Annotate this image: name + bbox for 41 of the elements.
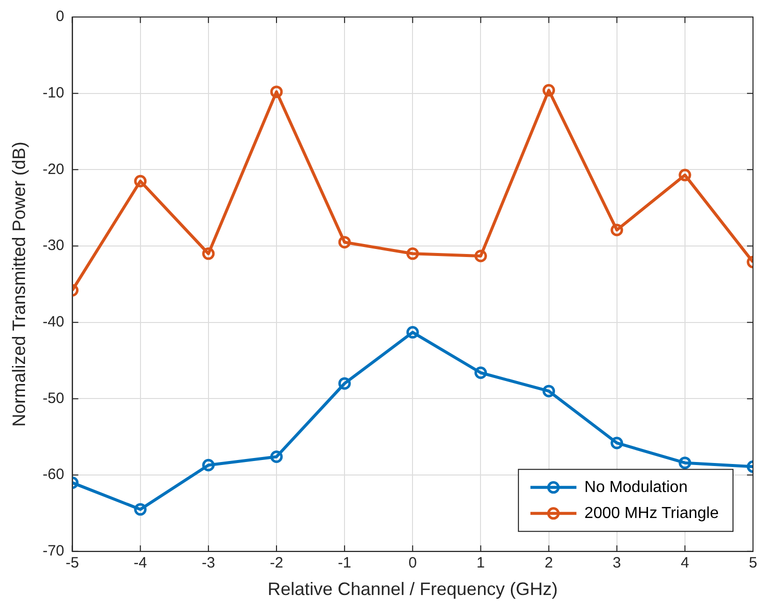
y-tick-label: -30 [42, 237, 64, 254]
x-tick-label: -2 [270, 554, 284, 572]
y-tick-label: -20 [42, 160, 64, 178]
x-tick-label: -1 [338, 554, 352, 572]
point [610, 436, 624, 450]
x-tick-label: 1 [476, 554, 485, 572]
point [270, 450, 283, 463]
point [338, 236, 351, 248]
x-tick-label: -5 [66, 554, 79, 572]
point [474, 366, 487, 380]
point [270, 86, 283, 98]
y-tick-label: -60 [42, 466, 64, 484]
x-tick-label: -4 [134, 554, 148, 572]
point [406, 326, 419, 339]
y-tick-label: -40 [42, 314, 64, 331]
point [542, 84, 556, 97]
x-axis-title: Relative Channel / Frequency (GHz) [268, 579, 558, 600]
point [134, 503, 147, 516]
point [202, 247, 215, 260]
y-tick-label: -70 [42, 542, 64, 560]
y-tick-label: -50 [42, 390, 64, 407]
x-tick-label: 2 [544, 554, 553, 572]
point [474, 250, 487, 262]
point [610, 224, 624, 236]
x-tick-label: 3 [612, 554, 622, 572]
point [338, 377, 351, 390]
point [542, 384, 556, 398]
point [202, 458, 215, 472]
x-tick-label: 5 [748, 554, 758, 572]
legend-label: No Modulation [584, 478, 688, 496]
point [678, 168, 692, 182]
legend-label: 2000 MHz Triangle [584, 504, 719, 522]
x-tick-label: 4 [680, 554, 690, 572]
x-tick-label: 0 [408, 554, 417, 572]
y-tick-label: 0 [56, 8, 64, 26]
point [406, 247, 419, 260]
x-tick-label: -3 [202, 554, 216, 572]
y-axis-title: Normalized Transmitted Power (dB) [8, 142, 29, 427]
point [678, 456, 692, 470]
point [134, 174, 147, 188]
y-tick-label: -10 [42, 84, 64, 102]
